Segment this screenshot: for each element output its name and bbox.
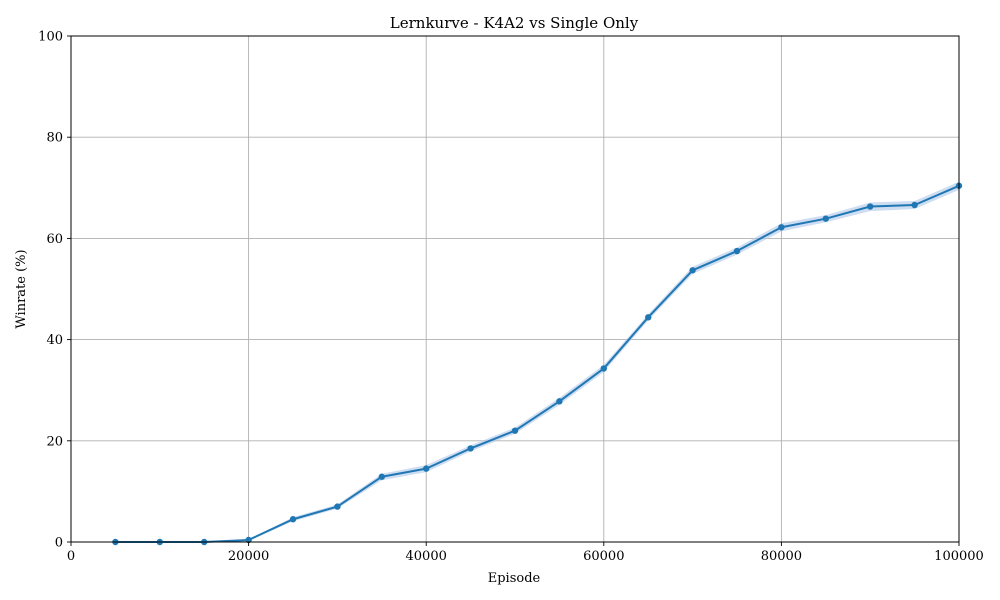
x-tick-label: 60000: [583, 549, 624, 564]
data-point: [645, 314, 652, 321]
y-axis-ticks: 0 20 40 60 80 100: [38, 30, 71, 551]
series-line: [115, 184, 960, 543]
data-point: [600, 365, 607, 372]
y-tick-label: 20: [46, 434, 63, 449]
data-point: [556, 398, 563, 405]
y-tick-label: 60: [46, 232, 63, 247]
data-point: [822, 215, 829, 222]
data-point: [689, 267, 696, 274]
y-tick-label: 0: [55, 536, 63, 551]
data-point: [867, 203, 874, 210]
y-axis-label: Winrate (%): [14, 249, 29, 328]
data-point: [334, 503, 341, 510]
x-tick-label: 20000: [228, 549, 269, 564]
data-point: [378, 473, 385, 480]
data-point: [423, 465, 430, 472]
x-tick-label: 100000: [934, 549, 984, 564]
series-line-layer: [115, 184, 960, 543]
x-axis-label: Episode: [488, 571, 541, 586]
y-tick-label: 80: [46, 131, 63, 146]
x-axis-ticks: 0 20000 40000 60000 80000 100000: [67, 542, 984, 564]
x-tick-label: 80000: [761, 549, 802, 564]
data-point: [467, 445, 474, 452]
x-tick-label: 40000: [406, 549, 447, 564]
data-point: [289, 516, 297, 523]
plot-frame: [70, 35, 960, 543]
data-point: [778, 224, 785, 231]
y-tick-label: 40: [46, 333, 63, 348]
data-point: [733, 247, 741, 255]
data-point: [511, 427, 519, 434]
chart-title: Lernkurve - K4A2 vs Single Only: [390, 14, 639, 32]
y-tick-label: 100: [38, 30, 63, 45]
x-tick-label: 0: [67, 549, 75, 564]
data-point: [911, 201, 918, 209]
